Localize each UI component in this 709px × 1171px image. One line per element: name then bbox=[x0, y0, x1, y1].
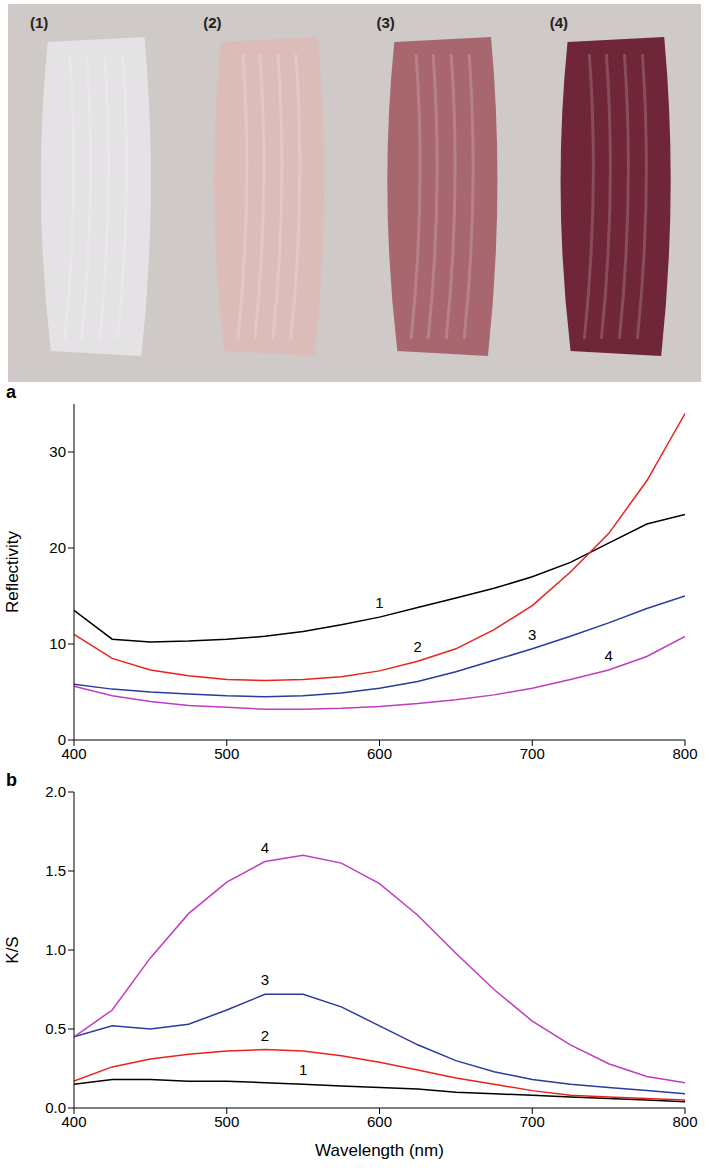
svg-text:(2): (2) bbox=[203, 14, 221, 31]
svg-text:800: 800 bbox=[672, 745, 697, 762]
svg-text:400: 400 bbox=[61, 744, 87, 762]
svg-text:30: 30 bbox=[49, 443, 66, 460]
svg-text:(1): (1) bbox=[30, 14, 48, 31]
svg-text:20: 20 bbox=[49, 539, 66, 556]
svg-text:0.0: 0.0 bbox=[45, 1099, 66, 1116]
svg-text:400: 400 bbox=[61, 1112, 87, 1130]
svg-text:4: 4 bbox=[604, 647, 612, 664]
html-text:a: a bbox=[6, 382, 16, 402]
svg-text:1.0: 1.0 bbox=[45, 941, 66, 958]
svg-text:Reflectivity: Reflectivity bbox=[3, 530, 22, 613]
svg-text:500: 500 bbox=[214, 1113, 239, 1130]
svg-text:1: 1 bbox=[299, 1061, 307, 1078]
svg-text:2: 2 bbox=[261, 1027, 269, 1044]
html-text:b: b bbox=[6, 770, 17, 790]
svg-text:600: 600 bbox=[367, 745, 392, 762]
svg-text:3: 3 bbox=[261, 971, 269, 988]
svg-text:4: 4 bbox=[261, 839, 269, 856]
svg-text:(3): (3) bbox=[377, 14, 395, 31]
svg-text:600: 600 bbox=[367, 1113, 392, 1130]
svg-text:1.5: 1.5 bbox=[45, 862, 66, 879]
svg-text:800: 800 bbox=[672, 1113, 697, 1130]
svg-text:K/S: K/S bbox=[3, 936, 22, 963]
svg-text:(4): (4) bbox=[550, 14, 568, 31]
svg-text:3: 3 bbox=[528, 626, 536, 643]
svg-text:Wavelength (nm): Wavelength (nm) bbox=[315, 1141, 444, 1160]
svg-text:700: 700 bbox=[520, 745, 545, 762]
svg-text:10: 10 bbox=[49, 635, 66, 652]
svg-text:2: 2 bbox=[414, 638, 422, 655]
svg-text:500: 500 bbox=[214, 745, 239, 762]
svg-text:2.0: 2.0 bbox=[45, 783, 66, 800]
svg-text:700: 700 bbox=[520, 1113, 545, 1130]
svg-text:1: 1 bbox=[375, 594, 383, 611]
svg-text:0: 0 bbox=[58, 731, 66, 748]
svg-text:0.5: 0.5 bbox=[45, 1020, 66, 1037]
